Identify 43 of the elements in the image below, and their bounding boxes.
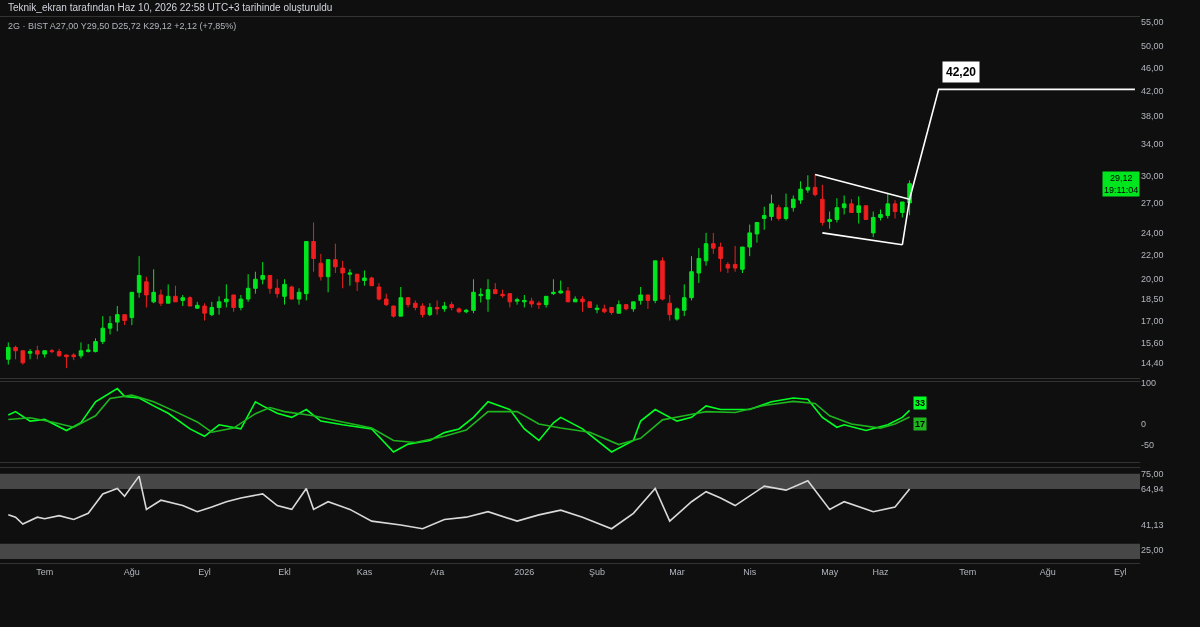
y-tick-label: 18,50 — [1141, 294, 1164, 305]
annotation: 29,12 19:11:04 — [1104, 173, 1139, 195]
y-tick-label: 42,00 — [1141, 85, 1164, 96]
y-tick-label: 27,00 — [1141, 198, 1164, 209]
y-tick-label: 64,94 — [1141, 484, 1164, 495]
y-tick-label: 75,00 — [1141, 468, 1164, 479]
y-tick-label: 41,13 — [1141, 520, 1164, 531]
y-tick-label: 50,00 — [1141, 41, 1164, 52]
x-tick-label: Ağu — [123, 566, 140, 577]
x-tick-label: Haz — [872, 566, 890, 577]
data-label: 17 — [915, 419, 926, 429]
data-label: 42,20 — [946, 65, 977, 79]
x-tick-label: Ağu — [1039, 566, 1056, 577]
y-tick-label: 20,00 — [1141, 274, 1164, 285]
x-tick-label: May — [821, 566, 839, 577]
x-tick-label: Ara — [430, 566, 445, 577]
y-tick-label: 14,40 — [1141, 357, 1164, 368]
y-tick-label: 0 — [1141, 419, 1147, 430]
y-tick-label: 100 — [1141, 377, 1157, 388]
y-tick-label: 30,00 — [1141, 171, 1164, 182]
y-tick-label: 38,00 — [1141, 111, 1164, 122]
y-tick-label: 55,00 — [1141, 17, 1164, 28]
x-tick-label: Tem — [959, 566, 977, 577]
y-tick-label: 46,00 — [1141, 62, 1164, 73]
x-tick-label: Nis — [743, 566, 757, 577]
y-tick-label: 17,00 — [1141, 315, 1164, 326]
data-label: 33 — [915, 398, 926, 408]
y-tick-label: 34,00 — [1141, 139, 1164, 150]
y-tick-label: -50 — [1141, 439, 1155, 450]
x-tick-label: Şub — [589, 566, 606, 577]
x-tick-label: Tem — [36, 566, 54, 577]
x-tick-label: Eyl — [1114, 566, 1127, 577]
x-tick-label: Kas — [356, 566, 373, 577]
text: 2G · BIST A27,00 Y29,50 D25,72 K29,12 +2,12 (+7,85%) — [8, 21, 237, 31]
x-tick-label: Mar — [669, 566, 685, 577]
y-tick-label: 15,60 — [1141, 337, 1164, 348]
y-tick-label: 22,00 — [1141, 250, 1164, 261]
x-tick-label: Ekl — [278, 566, 291, 577]
y-tick-label: 24,00 — [1141, 228, 1164, 239]
x-tick-label: Eyl — [198, 566, 211, 577]
y-tick-label: 25,00 — [1141, 545, 1164, 556]
x-tick-label: 2026 — [514, 566, 535, 577]
chart-title: Teknik_ekran tarafından Haz 10, 2026 22:58 UTC+3 tarihinde oluşturuldu — [8, 2, 333, 13]
